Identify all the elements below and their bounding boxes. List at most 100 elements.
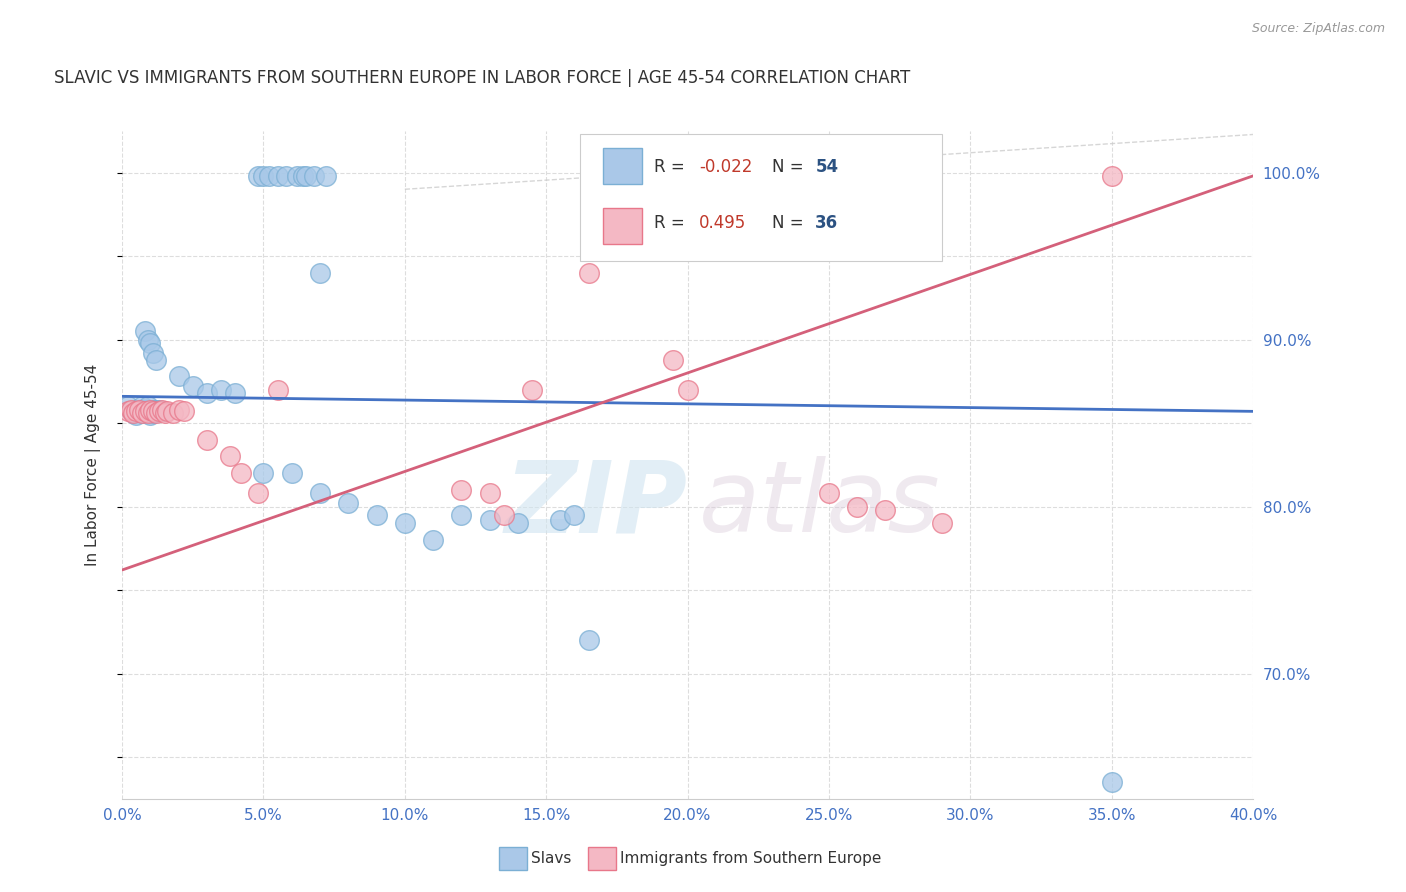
Point xyxy=(209,383,232,397)
Point xyxy=(315,169,337,183)
Point xyxy=(287,169,309,183)
Point xyxy=(134,404,156,418)
Point xyxy=(148,404,170,418)
Point xyxy=(136,333,159,347)
Point xyxy=(181,379,204,393)
Point xyxy=(281,466,304,480)
Point xyxy=(394,516,416,531)
FancyBboxPatch shape xyxy=(581,134,942,261)
Point xyxy=(606,224,628,238)
Text: Slavs: Slavs xyxy=(531,851,572,865)
Point xyxy=(578,266,600,280)
Point xyxy=(134,402,156,417)
Point xyxy=(218,450,240,464)
Point xyxy=(818,486,841,500)
Point xyxy=(139,335,162,350)
Point xyxy=(131,400,153,414)
Text: R =: R = xyxy=(654,158,689,176)
Point xyxy=(224,386,246,401)
Point xyxy=(120,404,142,418)
Point xyxy=(295,169,318,183)
Text: Source: ZipAtlas.com: Source: ZipAtlas.com xyxy=(1251,22,1385,36)
Point xyxy=(148,402,170,417)
Point xyxy=(676,383,699,397)
Point xyxy=(145,404,167,418)
Point xyxy=(117,400,139,414)
Point xyxy=(145,406,167,420)
Point xyxy=(145,352,167,367)
Point xyxy=(142,402,165,417)
Text: SLAVIC VS IMMIGRANTS FROM SOUTHERN EUROPE IN LABOR FORCE | AGE 45-54 CORRELATION: SLAVIC VS IMMIGRANTS FROM SOUTHERN EUROP… xyxy=(55,70,911,87)
Text: R =: R = xyxy=(654,214,689,232)
Text: 0.495: 0.495 xyxy=(699,214,747,232)
Point xyxy=(150,404,173,418)
Point xyxy=(304,169,326,183)
Point xyxy=(134,324,156,338)
Point xyxy=(125,404,148,418)
Point xyxy=(252,169,274,183)
Point xyxy=(292,169,315,183)
Point xyxy=(564,508,586,522)
Point xyxy=(134,404,156,418)
Point xyxy=(309,486,332,500)
Point xyxy=(422,533,444,547)
Point xyxy=(1101,775,1123,789)
Point xyxy=(492,508,515,522)
Point xyxy=(1101,169,1123,183)
Point xyxy=(117,404,139,418)
Point xyxy=(931,516,953,531)
Point xyxy=(229,466,252,480)
Point xyxy=(266,169,288,183)
Point xyxy=(478,486,501,500)
Point xyxy=(173,404,195,418)
Point xyxy=(366,508,388,522)
Text: 36: 36 xyxy=(815,214,838,232)
Point xyxy=(450,483,472,497)
Point xyxy=(153,406,176,420)
Point xyxy=(142,346,165,360)
Y-axis label: In Labor Force | Age 45-54: In Labor Force | Age 45-54 xyxy=(86,364,101,566)
Text: ZIP: ZIP xyxy=(505,457,688,553)
Point xyxy=(257,169,280,183)
Point xyxy=(266,383,288,397)
Point xyxy=(550,513,572,527)
Point xyxy=(131,406,153,420)
Point xyxy=(846,500,869,514)
Point xyxy=(662,352,685,367)
Point xyxy=(125,402,148,417)
Point xyxy=(195,386,218,401)
Point xyxy=(128,402,150,417)
Text: atlas: atlas xyxy=(699,457,941,553)
Point xyxy=(142,404,165,418)
Point xyxy=(150,402,173,417)
Point xyxy=(142,406,165,420)
Point xyxy=(337,496,360,510)
Point xyxy=(136,400,159,414)
Point xyxy=(128,402,150,417)
Point xyxy=(274,169,297,183)
Point xyxy=(167,369,190,384)
Text: 54: 54 xyxy=(815,158,838,176)
Point xyxy=(520,383,543,397)
Point xyxy=(246,486,269,500)
Point xyxy=(122,406,145,420)
Point xyxy=(145,402,167,417)
Text: N =: N = xyxy=(772,214,810,232)
Point xyxy=(139,402,162,417)
Point xyxy=(875,503,897,517)
Point xyxy=(136,406,159,420)
Point xyxy=(478,513,501,527)
Text: -0.022: -0.022 xyxy=(699,158,752,176)
Point xyxy=(128,404,150,418)
Point xyxy=(195,433,218,447)
Point xyxy=(120,402,142,417)
Point xyxy=(125,408,148,422)
Point xyxy=(246,169,269,183)
Point xyxy=(162,406,184,420)
Point xyxy=(450,508,472,522)
Point xyxy=(131,406,153,420)
Point xyxy=(506,516,529,531)
Point xyxy=(578,633,600,648)
Point xyxy=(167,402,190,417)
Text: Immigrants from Southern Europe: Immigrants from Southern Europe xyxy=(620,851,882,865)
